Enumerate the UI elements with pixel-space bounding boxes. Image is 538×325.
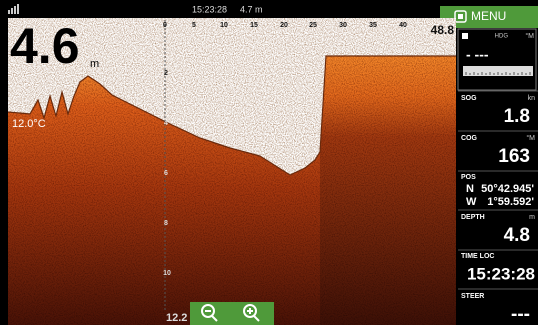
range-label: 25 [309,22,317,29]
pos-lon-hemisphere: W [466,196,477,208]
pos-longitude: 1°59.592' [487,196,534,208]
instrument-panel: HDG °M - --- SOG kn 1.8 COG °M 163 POS N… [456,28,538,325]
hdg-label: HDG [495,34,509,40]
status-time: 15:23:28 [192,4,227,14]
steer-label: STEER [461,293,484,300]
screen: 15:23:28 4.7 m MENU 0 5 10 15 20 25 30 3… [0,0,538,325]
sog-label: SOG [461,95,477,102]
status-depth: 4.7 m [240,4,263,14]
hdg-icon [462,33,468,39]
depth-readout: 4.6 [10,18,80,74]
depth-label: 8 [164,220,168,227]
depth-label: 2 [164,70,168,77]
depth-readout-unit: m [90,58,99,70]
zoom-controls [190,302,274,325]
cog-label: COG [461,135,478,142]
range-label: 10 [220,22,228,29]
range-label: 0 [163,22,167,29]
range-label: 35 [369,22,377,29]
depth-max: 12.2 [166,312,187,324]
sog-unit: kn [528,95,536,102]
depth-unit-instr: m [529,214,535,221]
water-temperature: 12.0°C [12,118,46,130]
range-label: 30 [339,22,347,29]
depth-label: 6 [164,170,168,177]
menu-label[interactable]: MENU [471,9,506,23]
cog-value: 163 [498,146,530,167]
pos-latitude: 50°42.945' [481,183,534,195]
time-value: 15:23:28 [467,264,535,283]
depth-label: 4 [164,120,168,127]
time-label: TIME LOC [461,253,494,260]
range-label: 5 [192,22,196,29]
range-label: 15 [250,22,258,29]
range-label: 20 [280,22,288,29]
range-label: 40 [399,22,407,29]
cog-unit: °M [526,134,535,142]
sog-value: 1.8 [504,106,530,127]
depth-value-instr: 4.8 [504,225,530,246]
page: {"status_bar": {"time": "15:23:28", "dep… [0,0,538,325]
menu-icon-inner[interactable] [458,14,463,19]
pos-label: POS [461,174,476,181]
range-max: 48.8 [431,23,455,37]
hdg-unit: °M [525,32,534,40]
depth-label: 10 [163,270,171,277]
steer-value: --- [511,304,530,325]
depth-label-instr: DEPTH [461,214,485,221]
pos-lat-hemisphere: N [466,183,474,195]
hdg-value: - --- [466,47,489,63]
